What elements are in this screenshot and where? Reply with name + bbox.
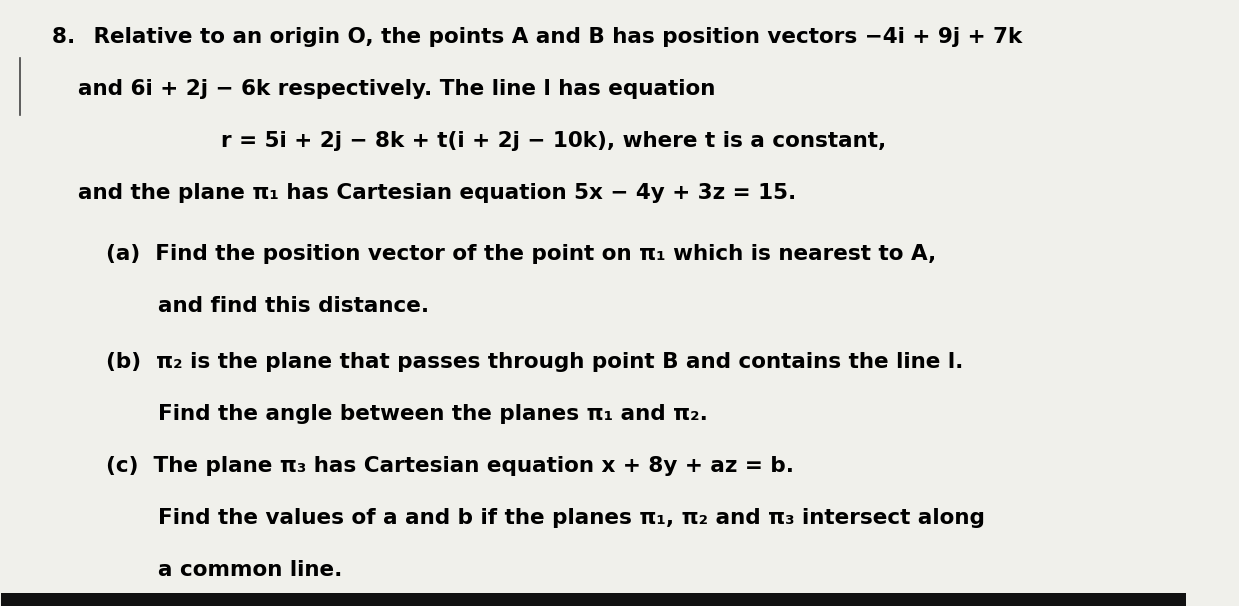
Text: and 6i + 2j − 6k respectively. The line l has equation: and 6i + 2j − 6k respectively. The line … bbox=[78, 79, 716, 99]
Bar bbox=[1, 593, 1186, 606]
Text: (b)  π₂ is the plane that passes through point B and contains the line l.: (b) π₂ is the plane that passes through … bbox=[105, 352, 963, 372]
Text: and the plane π₁ has Cartesian equation 5x − 4y + 3z = 15.: and the plane π₁ has Cartesian equation … bbox=[78, 184, 797, 204]
Text: Find the values of a and b if the planes π₁, π₂ and π₃ intersect along: Find the values of a and b if the planes… bbox=[157, 508, 985, 528]
Text: Find the angle between the planes π₁ and π₂.: Find the angle between the planes π₁ and… bbox=[157, 404, 707, 424]
Text: 8.  Relative to an origin O, the points A and B has position vectors −4i + 9j + : 8. Relative to an origin O, the points A… bbox=[52, 27, 1022, 47]
Text: r = 5i + 2j − 8k + t(i + 2j − 10k), where t is a constant,: r = 5i + 2j − 8k + t(i + 2j − 10k), wher… bbox=[221, 132, 886, 152]
Text: and find this distance.: and find this distance. bbox=[157, 296, 429, 316]
Text: (c)  The plane π₃ has Cartesian equation x + 8y + az = b.: (c) The plane π₃ has Cartesian equation … bbox=[105, 456, 794, 476]
Text: a common line.: a common line. bbox=[157, 560, 342, 580]
Text: (a)  Find the position vector of the point on π₁ which is nearest to A,: (a) Find the position vector of the poin… bbox=[105, 244, 935, 264]
